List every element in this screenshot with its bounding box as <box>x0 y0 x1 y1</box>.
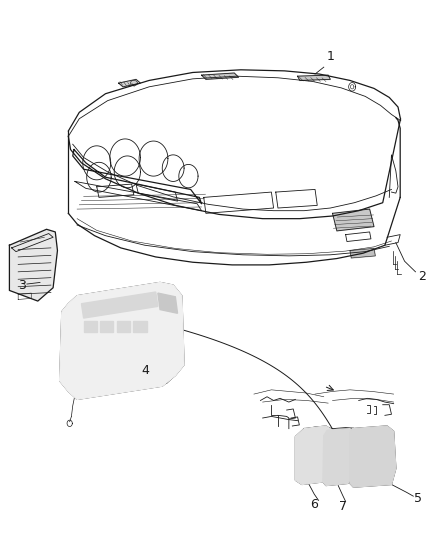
Polygon shape <box>158 293 177 313</box>
Polygon shape <box>350 248 375 258</box>
Text: 3: 3 <box>18 279 25 292</box>
Polygon shape <box>134 321 147 332</box>
Text: 2: 2 <box>418 270 426 282</box>
Text: 6: 6 <box>310 498 318 511</box>
Text: 1: 1 <box>326 50 334 63</box>
Polygon shape <box>350 426 396 487</box>
Polygon shape <box>100 321 113 332</box>
Polygon shape <box>10 229 57 301</box>
Polygon shape <box>60 282 184 399</box>
Text: 7: 7 <box>339 500 347 513</box>
Polygon shape <box>332 209 374 231</box>
Polygon shape <box>117 321 130 332</box>
Polygon shape <box>297 75 330 80</box>
Polygon shape <box>201 73 239 79</box>
Text: 5: 5 <box>413 492 422 505</box>
Text: 4: 4 <box>142 364 150 377</box>
Polygon shape <box>119 79 141 87</box>
Polygon shape <box>295 426 332 484</box>
Polygon shape <box>81 292 158 318</box>
Polygon shape <box>84 321 97 332</box>
Polygon shape <box>323 429 353 486</box>
